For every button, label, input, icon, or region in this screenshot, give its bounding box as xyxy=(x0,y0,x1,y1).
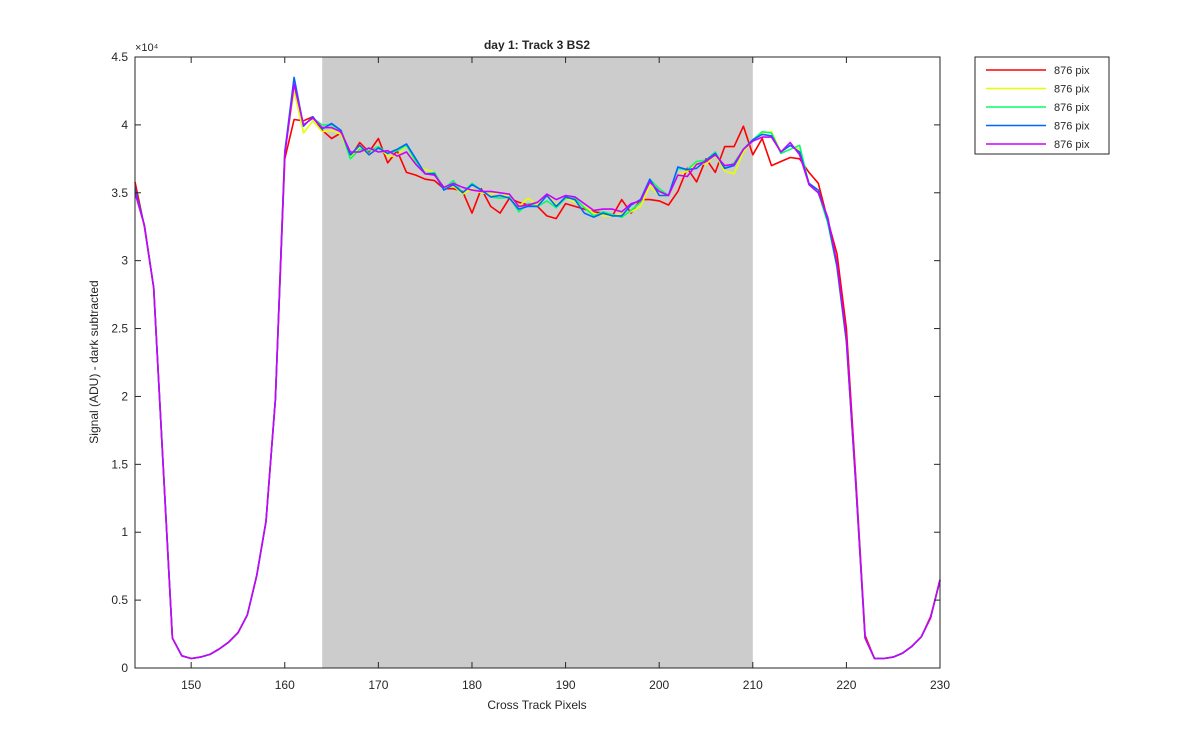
series-line-5 xyxy=(134,83,941,660)
y-tick-label: 1.5 xyxy=(111,457,128,471)
y-axis-label: Signal (ADU) - dark subtracted xyxy=(87,280,101,443)
x-tick-label: 180 xyxy=(462,678,482,692)
legend-label: 876 pix xyxy=(1054,65,1090,77)
legend-label: 876 pix xyxy=(1054,102,1090,114)
x-tick-label: 160 xyxy=(275,678,295,692)
x-tick-label: 230 xyxy=(930,678,950,692)
legend: 876 pix 876 pix 876 pix 876 pix 876 pix xyxy=(974,56,1110,155)
y-tick-label: 4 xyxy=(121,118,128,132)
x-tick-label: 170 xyxy=(368,678,388,692)
legend-label: 876 pix xyxy=(1054,139,1090,151)
x-tick-label: 220 xyxy=(836,678,856,692)
y-axis: 0 0.5 1 1.5 2 2.5 3 3.5 4 4.5 xyxy=(111,50,940,675)
chart-title: day 1: Track 3 BS2 xyxy=(484,38,590,52)
x-tick-label: 200 xyxy=(649,678,669,692)
plot-frame xyxy=(134,56,941,669)
x-tick-label: 150 xyxy=(181,678,201,692)
x-tick-label: 190 xyxy=(556,678,576,692)
shaded-region xyxy=(322,57,753,668)
y-tick-label: 1 xyxy=(121,525,128,539)
legend-label: 876 pix xyxy=(1054,84,1090,96)
x-axis: 150 160 170 180 190 200 210 220 230 xyxy=(181,57,950,692)
legend-box xyxy=(974,56,1110,155)
series-layer xyxy=(134,76,941,660)
legend-label: 876 pix xyxy=(1054,121,1090,133)
y-tick-label: 3.5 xyxy=(111,186,128,200)
y-tick-label: 2 xyxy=(121,389,128,403)
y-tick-label: 2.5 xyxy=(111,322,128,336)
x-tick-label: 210 xyxy=(743,678,763,692)
y-tick-label: 0.5 xyxy=(111,593,128,607)
legend-items: 876 pix 876 pix 876 pix 876 pix 876 pix xyxy=(986,65,1090,151)
x-axis-label: Cross Track Pixels xyxy=(487,698,586,712)
y-tick-label: 0 xyxy=(121,661,128,675)
y-tick-label: 4.5 xyxy=(111,50,128,64)
y-exponent-label: ×10⁴ xyxy=(135,42,159,54)
y-tick-label: 3 xyxy=(121,254,128,268)
